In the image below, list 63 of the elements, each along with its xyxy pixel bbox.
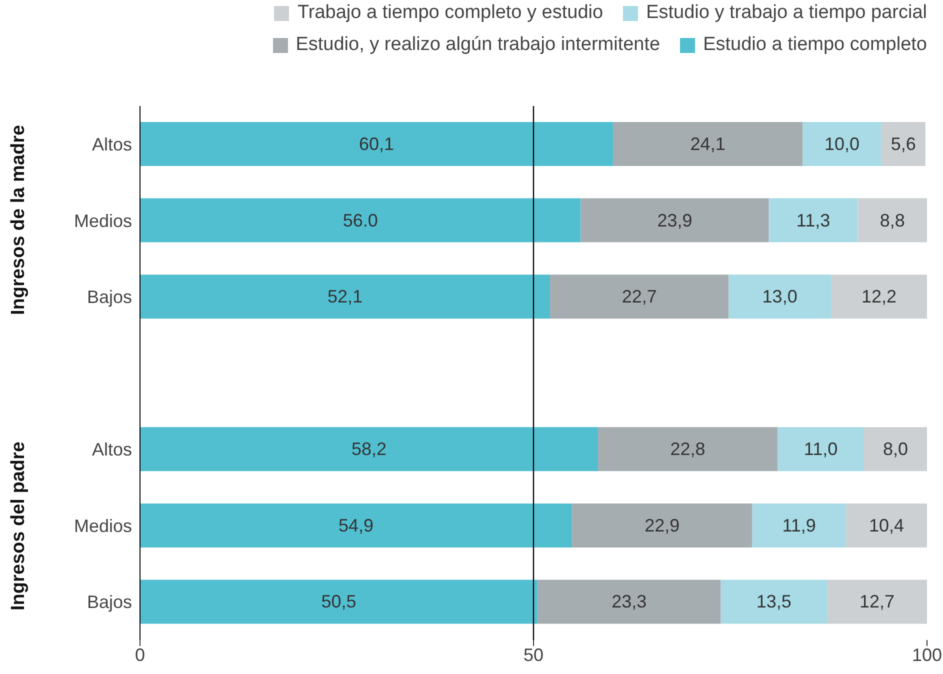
- bar: [537, 580, 721, 624]
- data-label: 12,2: [861, 286, 897, 307]
- bar: [140, 580, 538, 624]
- data-label: 11,9: [782, 515, 816, 536]
- data-label: 22,9: [644, 515, 680, 536]
- bar: [827, 580, 927, 624]
- data-label: 50,5: [321, 592, 356, 612]
- y-tick-label: Altos: [92, 134, 132, 155]
- data-label: 23,9: [657, 210, 692, 230]
- data-label: 56.0: [342, 210, 378, 230]
- data-label: 24,1: [690, 134, 726, 154]
- bar: [550, 274, 729, 319]
- data-label: 58,2: [351, 439, 387, 460]
- bar: [720, 580, 828, 624]
- bar: [864, 427, 927, 472]
- data-label: 60,1: [358, 134, 394, 154]
- data-label: 12,7: [860, 592, 895, 612]
- data-label: 8,0: [883, 439, 908, 460]
- legend-label: Estudio, y realizo algún trabajo intermitente: [296, 34, 660, 56]
- bar: [830, 274, 927, 319]
- legend-label: Trabajo a tiempo completo y estudio: [297, 2, 604, 24]
- y-tick-label: Medios: [74, 210, 132, 231]
- legend-label: Estudio y trabajo a tiempo parcial: [646, 2, 927, 24]
- bar: [572, 503, 752, 548]
- bar: [752, 503, 846, 548]
- data-label: 11,0: [804, 439, 838, 460]
- bar: [768, 198, 858, 242]
- bar: [598, 427, 778, 472]
- x-tick-label: 0: [134, 644, 146, 665]
- data-label: 54,9: [338, 515, 374, 536]
- data-label: 11,3: [796, 210, 830, 230]
- x-tick-label: 50: [523, 644, 544, 665]
- data-label: 22,7: [622, 286, 657, 307]
- x-tick-label: 100: [912, 644, 942, 665]
- bar: [881, 122, 926, 166]
- data-label: 8,8: [880, 210, 905, 230]
- bar: [846, 503, 927, 548]
- data-label: 52,1: [327, 286, 363, 307]
- data-label: 10,0: [824, 134, 860, 154]
- bar: [140, 274, 550, 319]
- legend-label: Estudio a tiempo completo: [703, 34, 927, 56]
- bar: [140, 503, 572, 548]
- y-tick-label: Bajos: [86, 287, 132, 308]
- data-label: 23,3: [612, 592, 647, 612]
- bar: [140, 122, 613, 166]
- data-label: 10,4: [868, 515, 904, 536]
- bar: [858, 198, 927, 242]
- bar: [728, 274, 831, 319]
- data-label: 13,0: [762, 286, 798, 307]
- bar: [580, 198, 769, 242]
- bar: [777, 427, 864, 472]
- bar: [802, 122, 882, 166]
- data-label: 22,8: [670, 439, 706, 460]
- bar: [612, 122, 803, 166]
- y-tick-label: Altos: [92, 440, 132, 460]
- bar: [140, 198, 581, 242]
- data-label: 5,6: [890, 134, 916, 154]
- text: Ingresos del padre: [8, 441, 30, 610]
- bar: [140, 427, 598, 472]
- data-label: 13,5: [756, 592, 792, 612]
- y-tick-label: Bajos: [86, 592, 132, 612]
- y-tick-label: Medios: [74, 516, 132, 536]
- text: Ingresos de la madre: [8, 125, 30, 316]
